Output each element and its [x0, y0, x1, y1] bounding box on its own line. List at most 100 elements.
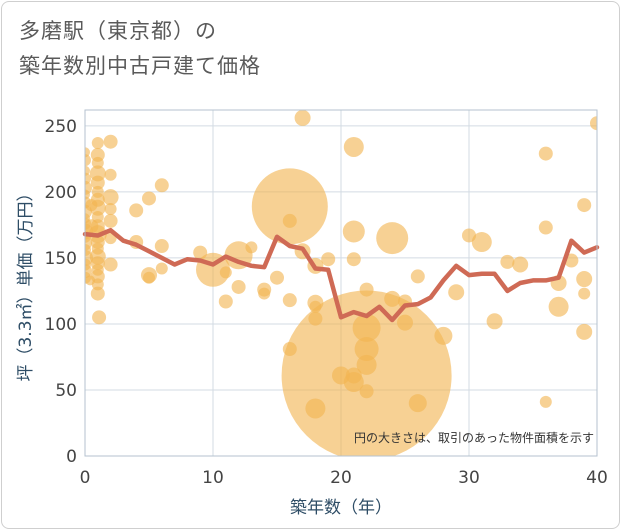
bubble-point — [85, 275, 96, 286]
bubble-point — [332, 366, 350, 385]
bubble-point — [104, 168, 117, 181]
bubble-point — [154, 178, 169, 193]
bubble-point — [103, 213, 118, 228]
bubble-point — [538, 220, 553, 235]
bubble-point — [154, 239, 169, 254]
x-axis-title: 築年数（年） — [290, 498, 392, 518]
bubble-point — [578, 287, 591, 300]
bubble-point — [270, 270, 284, 285]
bubble-point — [321, 252, 336, 267]
bubble-point — [90, 286, 105, 301]
bubble-point — [308, 311, 323, 326]
bubble-point — [590, 116, 597, 131]
x-tick-label: 30 — [458, 468, 480, 488]
average-line-series — [82, 227, 600, 323]
bubble-point — [219, 266, 232, 279]
bubble-point — [91, 185, 104, 198]
bubble-point — [90, 175, 105, 190]
bubble-point — [142, 191, 156, 206]
y-tick-label: 0 — [66, 447, 77, 467]
bubble-point — [410, 269, 425, 284]
bubble-point — [143, 271, 155, 284]
bubble-point — [85, 165, 90, 176]
bubble-point — [538, 146, 553, 161]
bubble-point — [91, 263, 104, 276]
bubble-series — [85, 110, 597, 456]
bubble-point — [231, 279, 246, 294]
bubble-point — [500, 254, 515, 269]
bubble-point — [376, 222, 409, 255]
bubble-size-note: 円の大きさは、取引のあった物件面積を示す — [354, 430, 594, 445]
bubble-point — [486, 313, 503, 330]
bubble-point — [359, 384, 374, 399]
bubble-point — [305, 398, 326, 419]
chart-title-line-1: 多磨駅（東京都）の — [19, 19, 217, 43]
bubble-point — [91, 137, 104, 150]
bubble-point — [384, 290, 401, 307]
bubble-point — [92, 310, 107, 325]
x-tick-label: 40 — [586, 468, 608, 488]
bubble-point — [282, 213, 297, 228]
bubble-point — [193, 245, 208, 260]
bubble-point — [397, 314, 413, 331]
chart-title-line-2: 築年数別中古戸建て価格 — [19, 54, 261, 78]
bubble-point — [85, 147, 90, 158]
x-tick-label: 0 — [80, 468, 91, 488]
bubble-point — [346, 252, 361, 267]
bubble-point — [434, 326, 453, 345]
bubble-point — [85, 258, 91, 271]
chart-title: 多磨駅（東京都）の 築年数別中古戸建て価格 — [19, 14, 261, 84]
bubble-point — [539, 395, 552, 408]
bubble-point — [85, 213, 90, 224]
bubble-point — [85, 243, 91, 256]
bubble-point — [251, 168, 328, 245]
bubble-point — [85, 199, 98, 212]
bubble-point — [471, 232, 492, 253]
bubble-point — [294, 110, 311, 126]
y-tick-label: 50 — [55, 381, 77, 401]
bubble-point — [309, 300, 322, 313]
bubble-point — [359, 282, 374, 297]
bubble-point — [218, 294, 233, 309]
bubble-point — [345, 367, 362, 384]
bubble-point — [462, 228, 476, 243]
bubble-point — [577, 198, 592, 213]
bubble-point — [548, 296, 569, 317]
bubble-point — [258, 287, 271, 300]
bubble-point — [282, 342, 297, 357]
bubble-point — [129, 203, 144, 218]
bubble-point — [104, 203, 117, 216]
bubble-point — [85, 154, 91, 167]
bubble-point — [85, 172, 91, 185]
bubble-point — [103, 134, 118, 149]
bubble-point — [103, 257, 118, 272]
x-tick-label: 10 — [202, 468, 224, 488]
bubble-point — [155, 262, 168, 275]
bubble-point — [576, 271, 593, 288]
bubble-point — [448, 284, 465, 301]
bubble-point — [352, 313, 381, 342]
bubble-point — [282, 293, 297, 308]
bubble-point — [576, 323, 593, 340]
bubble-point — [102, 189, 119, 206]
bubble-point — [91, 156, 104, 169]
bubble-point — [245, 241, 258, 254]
bubble-point — [356, 354, 377, 375]
bubble-point — [90, 219, 105, 234]
axis-ticks: 0 10 20 30 40 0 50 100 150 200 250 — [45, 117, 608, 488]
y-tick-label: 250 — [45, 117, 77, 137]
average-price-line — [82, 227, 600, 323]
bubble-point — [512, 256, 529, 273]
bubble-point — [91, 242, 104, 255]
x-tick-label: 20 — [330, 468, 352, 488]
bubble-point — [408, 394, 427, 413]
y-tick-label: 150 — [45, 249, 77, 269]
bubble-point — [85, 189, 90, 200]
plot-border — [84, 109, 598, 457]
y-tick-label: 100 — [45, 315, 77, 335]
y-tick-label: 200 — [45, 183, 77, 203]
bubble-point — [342, 220, 365, 243]
y-axis-title: 坪（3.3㎡）単価（万円） — [16, 184, 36, 381]
bubble-point — [343, 136, 364, 157]
